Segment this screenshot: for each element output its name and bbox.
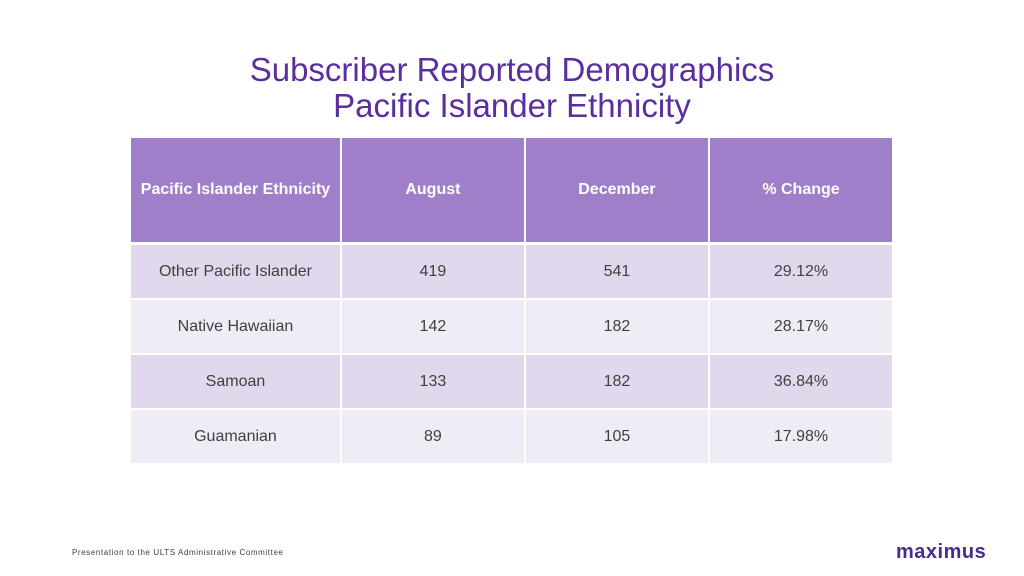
cell-december: 105	[525, 410, 710, 465]
cell-august: 133	[341, 355, 526, 410]
title-line-2: Pacific Islander Ethnicity	[333, 87, 691, 124]
table-header-row: Pacific Islander Ethnicity August Decemb…	[131, 138, 892, 245]
title-line-1: Subscriber Reported Demographics	[249, 51, 775, 88]
cell-ethnicity: Native Hawaiian	[131, 300, 342, 355]
cell-december: 541	[525, 245, 710, 300]
cell-ethnicity: Other Pacific Islander	[131, 245, 342, 300]
maximus-logo: maximus	[896, 541, 987, 563]
header-ethnicity: Pacific Islander Ethnicity	[131, 138, 342, 245]
table-row: Other Pacific Islander 419 541 29.12%	[131, 245, 892, 300]
cell-change: 28.17%	[710, 300, 892, 355]
header-august: August	[341, 138, 526, 245]
cell-december: 182	[525, 355, 710, 410]
cell-august: 89	[341, 410, 526, 465]
demographics-table: Pacific Islander Ethnicity August Decemb…	[131, 138, 892, 465]
header-change: % Change	[710, 138, 892, 245]
cell-change: 29.12%	[710, 245, 892, 300]
cell-december: 182	[525, 300, 710, 355]
cell-august: 419	[341, 245, 526, 300]
cell-august: 142	[341, 300, 526, 355]
cell-ethnicity: Samoan	[131, 355, 342, 410]
slide-title: Subscriber Reported Demographics Pacific…	[0, 52, 1024, 124]
cell-change: 36.84%	[710, 355, 892, 410]
table-row: Native Hawaiian 142 182 28.17%	[131, 300, 892, 355]
table-row: Samoan 133 182 36.84%	[131, 355, 892, 410]
table-row: Guamanian 89 105 17.98%	[131, 410, 892, 465]
cell-ethnicity: Guamanian	[131, 410, 342, 465]
cell-change: 17.98%	[710, 410, 892, 465]
header-december: December	[525, 138, 710, 245]
footer-caption: Presentation to the ULTS Administrative …	[72, 548, 284, 557]
